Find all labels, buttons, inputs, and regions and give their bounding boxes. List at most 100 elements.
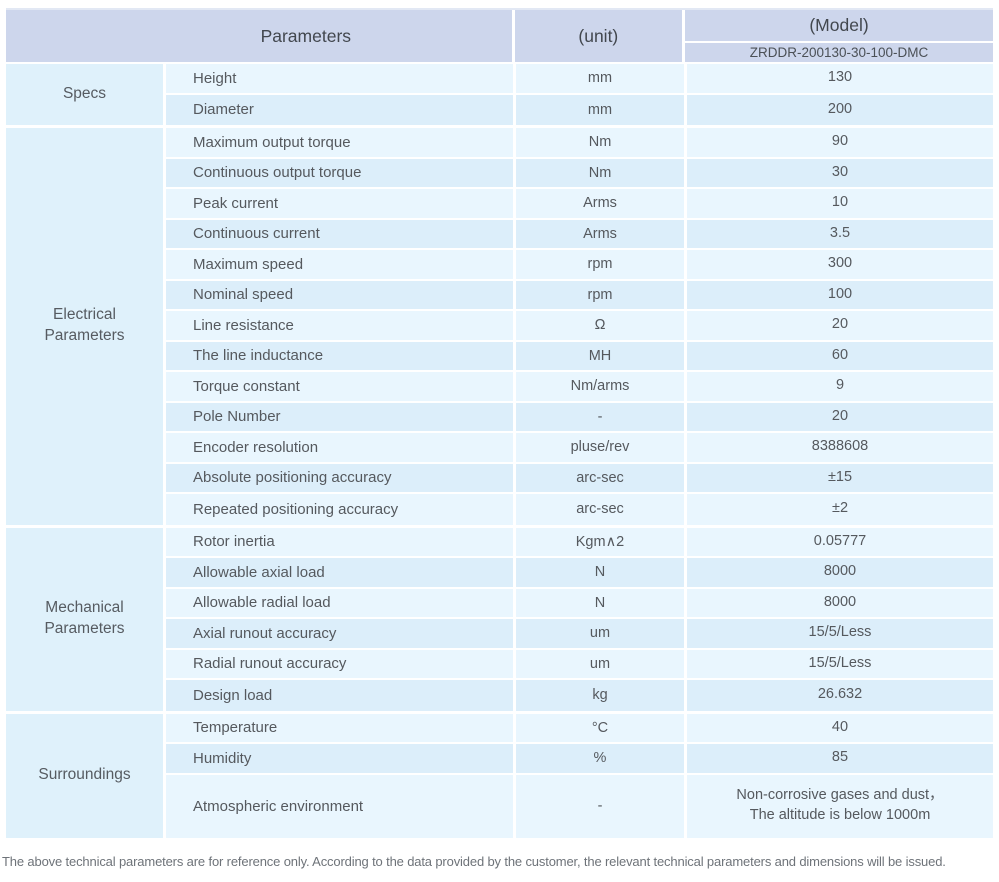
param-cell: Peak current xyxy=(193,194,279,212)
section-mechanical-parameters: Mechanical Parameters Rotor inertia Kgm∧2 0… xyxy=(6,524,993,711)
param-cell: Allowable axial load xyxy=(193,563,325,581)
param-cell: Encoder resolution xyxy=(193,438,319,456)
section-electrical-parameters: Electrical Parameters Maximum output torq… xyxy=(6,125,993,525)
param-cell: Continuous output torque xyxy=(193,164,362,182)
table-row: Continuous output torque Nm 30 xyxy=(166,158,993,189)
table-row: Nominal speed rpm 100 xyxy=(166,280,993,311)
unit-cell: N xyxy=(513,588,684,617)
table-row: Allowable radial load N 8000 xyxy=(166,588,993,619)
header-unit: (unit) xyxy=(511,10,682,62)
header-model-group: (Model) ZRDDR-200130-30-100-DMC xyxy=(682,10,993,62)
value-cell: ±2 xyxy=(684,494,993,525)
section-label: Electrical Parameters xyxy=(6,128,163,525)
unit-cell: arc-sec xyxy=(513,494,684,525)
spec-table-body: Specs Height mm 130 Diameter mm 200 Electrical … xyxy=(6,64,993,838)
section-label: Surroundings xyxy=(6,713,163,838)
unit-cell: Ω xyxy=(513,311,684,340)
table-row: Diameter mm 200 xyxy=(166,94,993,125)
table-row: Absolute positioning accuracy arc-sec ±15 xyxy=(166,463,993,494)
table-row: Encoder resolution pluse/rev 8388608 xyxy=(166,433,993,464)
table-row: Axial runout accuracy um 15/5/Less xyxy=(166,619,993,650)
unit-cell: MH xyxy=(513,341,684,370)
param-cell: Rotor inertia xyxy=(193,533,275,551)
param-cell: Torque constant xyxy=(193,377,300,395)
param-cell: Line resistance xyxy=(193,316,294,334)
param-cell: Radial runout accuracy xyxy=(193,655,347,673)
table-row: Radial runout accuracy um 15/5/Less xyxy=(166,649,993,680)
value-cell: 8000 xyxy=(684,588,993,617)
header-model-value: ZRDDR-200130-30-100-DMC xyxy=(749,45,929,60)
value-cell: 100 xyxy=(684,280,993,309)
table-header: Parameters (unit) (Model) ZRDDR-200130-3… xyxy=(6,8,993,62)
value-cell: 3.5 xyxy=(684,219,993,248)
param-cell: Nominal speed xyxy=(193,286,294,304)
value-cell: 60 xyxy=(684,341,993,370)
unit-cell: mm xyxy=(513,64,684,93)
unit-cell: Nm/arms xyxy=(513,372,684,401)
unit-cell: arc-sec xyxy=(513,463,684,492)
value-cell: ±15 xyxy=(684,463,993,492)
param-cell: Design load xyxy=(193,686,273,704)
table-row: Humidity% 85 xyxy=(166,744,993,775)
section-rows: Height mm 130 Diameter mm 200 xyxy=(163,64,993,125)
table-row: Pole Number -20 xyxy=(166,402,993,433)
value-cell: 26.632 xyxy=(684,680,993,711)
param-cell: Maximum speed xyxy=(193,255,304,273)
table-row: Continuous current Arms 3.5 xyxy=(166,219,993,250)
section-label: Specs xyxy=(6,64,163,125)
param-cell: Continuous current xyxy=(193,225,320,243)
unit-cell: um xyxy=(513,649,684,678)
value-cell: 200 xyxy=(684,94,993,125)
value-cell: 15/5/Less xyxy=(684,619,993,648)
header-model-label: (Model) xyxy=(685,10,993,43)
value-cell: 40 xyxy=(684,713,993,742)
param-cell: Allowable radial load xyxy=(193,594,331,612)
unit-cell: % xyxy=(513,744,684,773)
table-row: Design load kg 26.632 xyxy=(166,680,993,711)
table-row: Peak current Arms 10 xyxy=(166,189,993,220)
value-cell: 10 xyxy=(684,189,993,218)
value-cell: 20 xyxy=(684,402,993,431)
unit-cell: rpm xyxy=(513,280,684,309)
table-row: Torque constant Nm/arms 9 xyxy=(166,372,993,403)
param-cell: Absolute positioning accuracy xyxy=(193,469,392,487)
table-row: Allowable axial load N 8000 xyxy=(166,558,993,589)
value-cell: 0.05777 xyxy=(684,527,993,556)
unit-cell: °C xyxy=(513,713,684,742)
param-cell: Axial runout accuracy xyxy=(193,624,337,642)
value-cell: 300 xyxy=(684,250,993,279)
section-rows: Maximum output torque Nm 90 Continuous outp… xyxy=(163,128,993,525)
unit-cell: Arms xyxy=(513,219,684,248)
unit-cell: um xyxy=(513,619,684,648)
section-label: Mechanical Parameters xyxy=(6,527,163,711)
unit-cell: pluse/rev xyxy=(513,433,684,462)
value-cell: 130 xyxy=(684,64,993,93)
value-cell: 8388608 xyxy=(684,433,993,462)
unit-cell: rpm xyxy=(513,250,684,279)
value-cell: 9 xyxy=(684,372,993,401)
unit-cell: - xyxy=(513,774,684,838)
param-cell: The line inductance xyxy=(193,347,324,365)
table-row: Temperature °C 40 xyxy=(166,713,993,744)
unit-cell: Nm xyxy=(513,128,684,157)
section-specs: Specs Height mm 130 Diameter mm 200 xyxy=(6,64,993,125)
table-row: The line inductance MH 60 xyxy=(166,341,993,372)
param-cell: Maximum output torque xyxy=(193,133,351,151)
value-cell: 15/5/Less xyxy=(684,649,993,678)
unit-cell: Kgm∧2 xyxy=(513,527,684,556)
unit-cell: mm xyxy=(513,94,684,125)
table-row: Repeated positioning accuracy arc-sec ±2 xyxy=(166,494,993,525)
value-cell: 30 xyxy=(684,158,993,187)
param-cell: Diameter xyxy=(193,101,254,119)
footer-note: The above technical parameters are for r… xyxy=(2,854,946,869)
table-row: Maximum speed rpm 300 xyxy=(166,250,993,281)
value-cell: 8000 xyxy=(684,558,993,587)
table-row: Height mm 130 xyxy=(166,64,993,95)
value-cell: Non-corrosive gases and dust， The altitud… xyxy=(684,774,993,838)
unit-cell: Arms xyxy=(513,189,684,218)
param-cell: Atmospheric environment xyxy=(193,797,364,815)
value-cell: 85 xyxy=(684,744,993,773)
header-parameters: Parameters xyxy=(260,25,352,46)
unit-cell: Nm xyxy=(513,158,684,187)
table-row: Rotor inertia Kgm∧2 0.05777 xyxy=(166,527,993,558)
